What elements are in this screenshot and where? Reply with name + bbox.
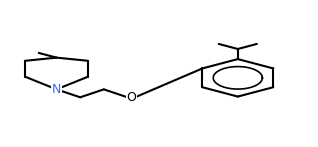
Text: N: N (52, 83, 61, 96)
Text: O: O (126, 91, 136, 104)
